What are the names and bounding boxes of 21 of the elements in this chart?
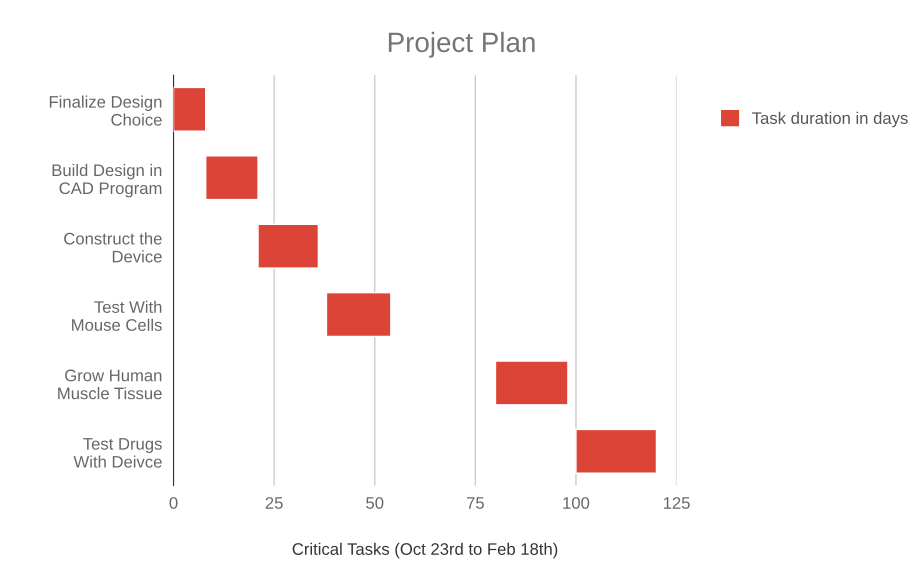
y-tick-label: Grow Human Muscle Tissue xyxy=(58,370,162,400)
bar xyxy=(494,360,569,406)
bar xyxy=(575,428,658,474)
y-tick-label: Build Design in CAD Program xyxy=(52,164,162,198)
x-axis-title: Critical Tasks (Oct 23rd to Feb 18th) xyxy=(292,542,558,558)
bar xyxy=(205,155,259,200)
x-tick-label: 75 xyxy=(466,497,484,509)
chart-title: Project Plan xyxy=(388,32,535,58)
x-tick-label: 50 xyxy=(366,497,384,509)
bar xyxy=(174,86,206,132)
x-tick-label: 125 xyxy=(664,497,690,509)
x-tick-label: 100 xyxy=(563,497,590,509)
x-tick-label: 25 xyxy=(266,497,283,509)
y-tick-label: Test Drugs With Deivce xyxy=(74,438,162,468)
y-tick-label: Finalize Design Choice xyxy=(50,96,162,126)
x-tick-label: 0 xyxy=(170,497,178,509)
y-tick-label: Test With Mouse Cells xyxy=(72,300,162,331)
legend-label: Task duration in days xyxy=(752,112,908,128)
bar xyxy=(257,224,320,269)
y-tick-label: Construct the Device xyxy=(64,232,162,263)
bar xyxy=(326,292,392,338)
